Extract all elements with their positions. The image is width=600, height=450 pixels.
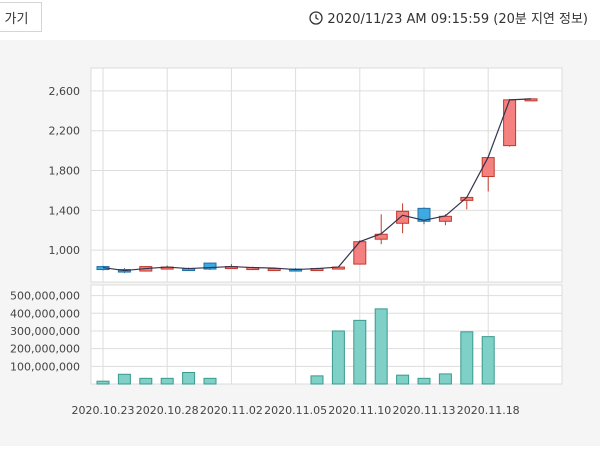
volume-bar[interactable] — [438, 373, 452, 385]
price-axis: 2,600 2,200 1,800 1,400 1,000 — [49, 85, 81, 257]
candle-body — [203, 262, 217, 270]
candle-body — [353, 241, 367, 265]
candle-series — [96, 98, 538, 274]
volume-bar[interactable] — [182, 372, 196, 385]
volume-bar[interactable] — [160, 377, 174, 385]
volume-tick-label: 200,000,000 — [10, 343, 80, 356]
date-tick-label: 2020.11.05 — [264, 404, 327, 417]
stock-chart[interactable]: 2,600 2,200 1,800 1,400 1,000 500,000,000 400… — [0, 40, 600, 446]
candle-body — [481, 157, 495, 177]
volume-bar[interactable] — [139, 377, 153, 385]
price-tick-label: 2,200 — [49, 125, 81, 138]
date-tick-label: 2020.10.28 — [136, 404, 199, 417]
volume-bar[interactable] — [331, 330, 345, 385]
candle[interactable] — [353, 240, 367, 265]
volume-bar[interactable] — [417, 377, 431, 385]
timestamp-status: 2020/11/23 AM 09:15:59 (20분 지연 정보) — [309, 8, 588, 27]
candle[interactable] — [203, 262, 217, 271]
volume-tick-label: 400,000,000 — [10, 307, 80, 320]
candle[interactable] — [417, 207, 431, 225]
volume-bar[interactable] — [353, 319, 367, 385]
volume-bar[interactable] — [374, 308, 388, 385]
volume-tick-label: 100,000,000 — [10, 360, 80, 373]
candle-body — [503, 99, 517, 147]
candle[interactable] — [503, 98, 517, 147]
date-tick-label: 2020.11.02 — [200, 404, 263, 417]
date-tick-label: 2020.11.18 — [457, 404, 520, 417]
volume-tick-label: 500,000,000 — [10, 290, 80, 303]
volume-bar[interactable] — [396, 374, 410, 385]
volume-series — [96, 308, 495, 385]
volume-bar[interactable] — [481, 336, 495, 385]
volume-bar[interactable] — [117, 373, 131, 385]
chart-panel: 2,600 2,200 1,800 1,400 1,000 500,000,000 400… — [0, 40, 600, 446]
date-tick-label: 2020.10.23 — [72, 404, 135, 417]
timestamp-text: 2020/11/23 AM 09:15:59 (20분 지연 정보) — [327, 12, 588, 27]
price-tick-label: 1,000 — [49, 244, 81, 257]
clock-icon — [309, 10, 324, 25]
volume-bar[interactable] — [310, 375, 324, 385]
moving-average-series — [102, 98, 532, 272]
date-tick-label: 2020.11.13 — [393, 404, 456, 417]
moving-average-line — [102, 98, 532, 272]
price-tick-label: 1,800 — [49, 165, 81, 178]
candle-body — [396, 210, 410, 224]
candle-body — [417, 207, 431, 222]
volume-axis: 500,000,000 400,000,000 300,000,000 200,000… — [10, 290, 80, 374]
date-tick-label: 2020.11.10 — [328, 404, 391, 417]
price-tick-label: 2,600 — [49, 85, 81, 98]
volume-bar[interactable] — [203, 377, 217, 385]
tab-button[interactable]: 가기 — [0, 2, 42, 32]
volume-tick-label: 300,000,000 — [10, 325, 80, 338]
volume-bar[interactable] — [96, 380, 110, 385]
date-axis: 2020.10.23 2020.10.28 2020.11.02 2020.11.05… — [72, 404, 520, 417]
price-tick-label: 1,400 — [49, 204, 81, 217]
volume-bar[interactable] — [460, 331, 474, 385]
